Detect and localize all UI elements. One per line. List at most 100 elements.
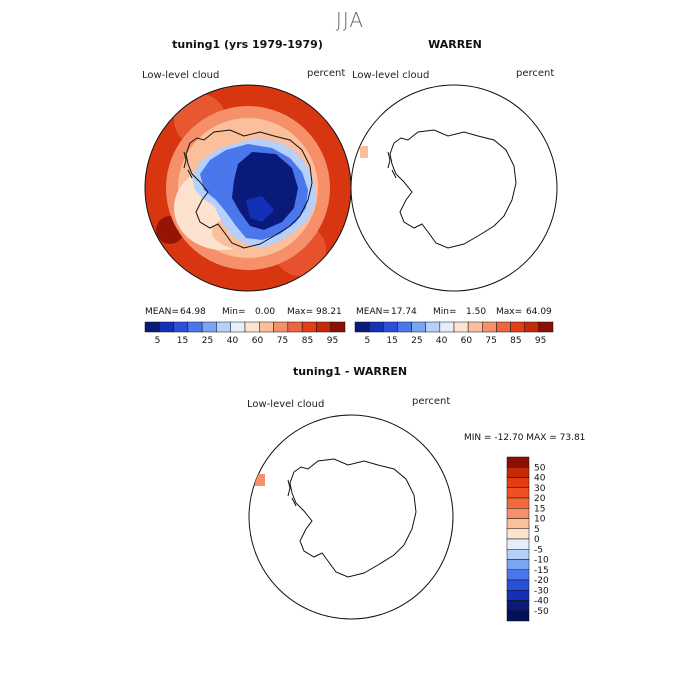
panel2-colorbar-tick-label: 25 xyxy=(411,336,422,346)
panel3-colorbar-tick-label: 30 xyxy=(534,484,546,494)
panel1-mean-value: 64.98 xyxy=(180,307,206,317)
panel3-colorbar-swatch xyxy=(506,549,530,560)
panel2-colorbar-swatch xyxy=(383,321,398,333)
panel3-colorbar-swatch xyxy=(506,600,530,611)
panel1-colorbar: 5 15 25 40 60 75 85 95 xyxy=(144,321,346,346)
panel1-colorbar-swatch xyxy=(159,321,174,333)
season-title: JJA xyxy=(335,8,365,32)
panel3-colorbar-swatch xyxy=(506,610,530,622)
panel2-colorbar-swatch xyxy=(397,321,412,333)
panel1-colorbar-swatch xyxy=(216,321,231,333)
panel2-colorbar-swatch xyxy=(354,321,370,333)
panel1-colorbar-swatch xyxy=(287,321,303,333)
panel1-colorbar-swatch xyxy=(144,321,160,333)
panel3-colorbar-tick-label: 10 xyxy=(534,515,546,525)
panel1-max-value: 98.21 xyxy=(316,307,342,317)
panel2-min-value: 1.50 xyxy=(466,307,487,317)
panel2-colorbar-swatch xyxy=(538,321,554,333)
panel3-colorbar-swatch xyxy=(506,559,530,570)
panel3-colorbar-tick-label: 50 xyxy=(534,463,546,473)
panel3-colorbar-swatch xyxy=(506,518,530,529)
panel1-colorbar-tick-label: 60 xyxy=(252,336,264,346)
panel1-max-label: Max= xyxy=(287,307,314,317)
panel2-colorbar-swatch xyxy=(524,321,540,333)
panel2-colorbar-tick-label: 95 xyxy=(535,336,546,346)
panel3-colorbar-swatch xyxy=(506,538,530,550)
panel2-colorbar-tick-label: 75 xyxy=(485,336,496,346)
panel3-colorbar-swatch xyxy=(506,569,530,581)
panel2-colorbar-swatch xyxy=(368,321,384,333)
panel2-max-value: 64.09 xyxy=(526,307,552,317)
panel3-colorbar-tick-label: -30 xyxy=(534,586,549,596)
panel1-colorbar-tick-label: 5 xyxy=(155,336,161,346)
panel2-colorbar-swatch xyxy=(439,321,455,333)
panel2-colorbar-tick-label: 85 xyxy=(510,336,521,346)
panel3-colorbar-tick-label: 0 xyxy=(534,535,540,545)
panel2-colorbar-swatch xyxy=(482,321,497,333)
panel3-data-patch xyxy=(255,474,265,486)
panel2-max-label: Max= xyxy=(496,307,523,317)
panel1-colorbar-swatch xyxy=(301,321,317,333)
panel1-colorbar-swatch xyxy=(187,321,203,333)
panel3-colorbar-swatch xyxy=(506,579,530,591)
panel2-colorbar-tick-label: 5 xyxy=(365,336,371,346)
panel3-colorbar-tick-label: 15 xyxy=(534,504,545,514)
panel1-colorbar-tick-label: 40 xyxy=(227,336,239,346)
panel2-mean-label: MEAN= xyxy=(356,307,390,317)
panel2-colorbar-swatch xyxy=(425,321,441,333)
panel1-colorbar-tick-label: 85 xyxy=(302,336,313,346)
panel1-colorbar-swatch xyxy=(330,321,346,333)
panel3-colorbar-tick-label: -20 xyxy=(534,576,549,586)
panel2-colorbar-tick-label: 15 xyxy=(386,336,397,346)
panel3-colorbar-swatch xyxy=(506,477,530,488)
panel2-title: WARREN xyxy=(428,38,482,51)
panel3-colorbar-tick-label: 20 xyxy=(534,494,546,504)
panel1-field-label: Low-level cloud xyxy=(142,70,220,81)
panel2-colorbar-tick-label: 40 xyxy=(436,336,448,346)
panel2-units-label: percent xyxy=(516,68,555,79)
panel1-units-label: percent xyxy=(307,68,346,79)
panel3-colorbar-swatch xyxy=(506,528,530,540)
panel2-data-patch xyxy=(360,146,368,158)
panel3-title: tuning1 - WARREN xyxy=(292,365,408,378)
panel3-colorbar-swatch xyxy=(506,487,530,499)
panel1-colorbar-swatch xyxy=(173,321,189,333)
panel3-colorbar-tick-label: -5 xyxy=(534,545,543,555)
panel1-colorbar-swatch xyxy=(316,321,331,333)
panel3-colorbar-tick-label: -50 xyxy=(534,607,549,617)
panel2-colorbar-swatch xyxy=(453,321,469,333)
panel3-colorbar-swatch xyxy=(506,508,530,519)
panel2-colorbar-swatch xyxy=(496,321,511,333)
panel3-colorbar-tick-label: -15 xyxy=(534,566,549,576)
panel2-map xyxy=(350,84,558,292)
panel1-colorbar-tick-label: 25 xyxy=(202,336,213,346)
panel1-colorbar-tick-label: 75 xyxy=(277,336,288,346)
panel1-colorbar-swatch xyxy=(259,321,274,333)
panel2-colorbar: 5 15 25 40 60 75 85 95 xyxy=(354,321,554,346)
panel3-colorbar-swatch xyxy=(506,497,530,509)
panel2-mean-value: 17.74 xyxy=(391,307,417,317)
panel3-colorbar-tick-label: -10 xyxy=(534,556,549,566)
panel3-colorbar-tick-label: 5 xyxy=(534,525,540,535)
panel3-colorbar-tick-label: 40 xyxy=(534,474,546,484)
panel2-colorbar-tick-label: 60 xyxy=(461,336,473,346)
panel1-colorbar-tick-label: 95 xyxy=(327,336,338,346)
panel3-units-label: percent xyxy=(412,396,451,407)
panel3-colorbar-swatch xyxy=(506,590,530,601)
panel1-colorbar-swatch xyxy=(244,321,260,333)
panel2-min-label: Min= xyxy=(433,307,457,317)
panel2-colorbar-swatch xyxy=(467,321,483,333)
panel1-colorbar-tick-label: 15 xyxy=(177,336,188,346)
panel1-colorbar-swatch xyxy=(273,321,289,333)
panel3-minmax: MIN = -12.70 MAX = 73.81 xyxy=(464,433,586,443)
panel1-colorbar-swatch xyxy=(230,321,246,333)
panel1-mean-label: MEAN= xyxy=(145,307,179,317)
panel3-colorbar-swatch xyxy=(506,467,530,478)
panel1-min-value: 0.00 xyxy=(255,307,276,317)
panel2-field-label: Low-level cloud xyxy=(352,70,430,81)
panel3-field-label: Low-level cloud xyxy=(247,399,325,410)
panel1-colorbar-swatch xyxy=(201,321,217,333)
panel3-map xyxy=(248,414,454,620)
